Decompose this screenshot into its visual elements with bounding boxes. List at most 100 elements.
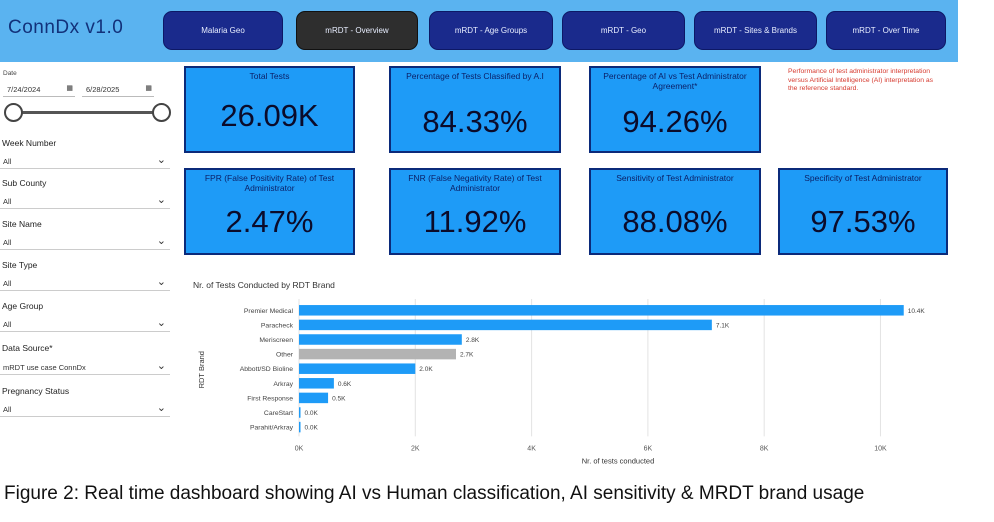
sub-county-dropdown[interactable]: All ⌄ (0, 193, 170, 209)
kpi-title: Sensitivity of Test Administrator (616, 173, 734, 183)
category-label: Other (276, 352, 294, 359)
site-type-label: Site Type (2, 260, 38, 270)
date-start-value: 7/24/2024 (7, 85, 41, 94)
category-label: Paracheck (261, 322, 294, 329)
calendar-icon[interactable]: ▦ (145, 85, 152, 92)
calendar-icon[interactable]: ▦ (66, 85, 73, 92)
nav-button-mrdt-over-time[interactable]: mRDT - Over Time (826, 11, 946, 50)
data-label: 0.0K (305, 410, 319, 417)
data-label: 7.1K (716, 322, 730, 329)
x-tick-label: 6K (644, 445, 653, 452)
kpi-title: Total Tests (249, 71, 290, 81)
kpi-card-fnr: FNR (False Negativity Rate) of Test Admi… (389, 168, 561, 255)
age-group-value: All (3, 320, 12, 329)
x-tick-label: 0K (295, 445, 304, 452)
pregnancy-status-value: All (3, 405, 12, 414)
data-label: 2.8K (466, 337, 480, 344)
data-label: 2.0K (419, 366, 433, 373)
kpi-card-agreement: Percentage of AI vs Test Administrator A… (589, 66, 761, 153)
kpi-card-sensitivity: Sensitivity of Test Administrator 88.08% (589, 168, 761, 255)
kpi-value: 11.92% (423, 204, 527, 239)
bar (299, 363, 416, 374)
category-label: Meriscreen (259, 337, 293, 344)
kpi-card-specificity: Specificity of Test Administrator 97.53% (778, 168, 948, 255)
site-type-dropdown[interactable]: All ⌄ (0, 275, 170, 291)
figure-caption: Figure 2: Real time dashboard showing AI… (4, 483, 865, 504)
site-type-value: All (3, 279, 12, 288)
category-label: Arkray (273, 381, 293, 388)
x-tick-label: 8K (760, 445, 769, 452)
rdt-brand-bar-chart: 0K 2K 4K 6K 8K 10K RDT Brand Nr. of tests condu… (197, 299, 926, 465)
data-label: 0.0K (305, 425, 319, 432)
nav-button-mrdt-geo[interactable]: mRDT - Geo (562, 11, 685, 50)
slider-end-handle[interactable] (152, 103, 171, 122)
pregnancy-status-dropdown[interactable]: All ⌄ (0, 401, 170, 417)
kpi-value: 26.09K (220, 98, 319, 133)
age-group-label: Age Group (2, 301, 44, 311)
kpi-value: 88.08% (622, 204, 728, 239)
bar (299, 392, 329, 404)
chevron-down-icon: ⌄ (156, 276, 166, 288)
bar (299, 407, 301, 418)
data-label: 2.7K (460, 352, 474, 359)
bar (299, 334, 462, 345)
week-number-label: Week Number (2, 138, 57, 148)
header-bar: ConnDx v1.0 Malaria Geo mRDT - Overview … (0, 0, 958, 62)
category-label: Premier Medical (244, 308, 294, 315)
sub-county-label: Sub County (2, 178, 47, 188)
kpi-value: 2.47% (225, 204, 314, 239)
x-tick-label: 10K (874, 445, 887, 452)
category-label: Abbott/SD Bioline (240, 366, 293, 373)
kpi-title: Specificity of Test Administrator (804, 173, 922, 183)
date-filter-label: Date (3, 70, 17, 77)
date-end-value: 6/28/2025 (86, 85, 120, 94)
kpi-title: Percentage of Tests Classified by A.I (406, 71, 544, 81)
pregnancy-status-label: Pregnancy Status (2, 386, 70, 396)
chevron-down-icon: ⌄ (156, 194, 166, 206)
bar (299, 348, 456, 360)
site-name-label: Site Name (2, 219, 42, 229)
chart-title: Nr. of Tests Conducted by RDT Brand (193, 280, 335, 290)
week-number-value: All (3, 157, 12, 166)
data-label: 0.6K (338, 381, 352, 388)
kpi-title: FPR (False Positivity Rate) of Test Admi… (204, 173, 335, 193)
chevron-down-icon: ⌄ (156, 154, 166, 166)
x-tick-label: 2K (411, 445, 420, 452)
date-end-input[interactable]: 6/28/2025 ▦ (82, 84, 154, 97)
category-label: Parahit/Arkray (250, 425, 294, 432)
bar (299, 305, 904, 316)
kpi-value: 97.53% (810, 204, 916, 239)
site-name-dropdown[interactable]: All ⌄ (0, 234, 170, 250)
chevron-down-icon: ⌄ (156, 235, 166, 247)
nav-button-mrdt-age-groups[interactable]: mRDT - Age Groups (429, 11, 553, 50)
site-name-value: All (3, 238, 12, 247)
age-group-dropdown[interactable]: All ⌄ (0, 316, 170, 332)
x-tick-label: 4K (527, 445, 536, 452)
chevron-down-icon: ⌄ (156, 360, 166, 372)
chevron-down-icon: ⌄ (156, 317, 166, 329)
y-axis-title: RDT Brand (197, 351, 206, 388)
data-source-value: mRDT use case ConnDx (3, 363, 86, 372)
chevron-down-icon: ⌄ (156, 402, 166, 414)
kpi-title: FNR (False Negativity Rate) of Test Admi… (408, 173, 542, 193)
kpi-card-fpr: FPR (False Positivity Rate) of Test Admi… (184, 168, 355, 255)
annotation-note: Performance of test administrator interp… (788, 68, 934, 93)
date-range-slider[interactable] (12, 111, 162, 114)
slider-start-handle[interactable] (4, 103, 23, 122)
category-label: First Response (247, 395, 293, 402)
data-source-label: Data Source* (2, 343, 53, 353)
nav-button-malaria-geo[interactable]: Malaria Geo (163, 11, 283, 50)
nav-button-mrdt-overview[interactable]: mRDT - Overview (296, 11, 418, 50)
kpi-value: 84.33% (422, 104, 528, 139)
app-title: ConnDx v1.0 (8, 17, 124, 38)
bar (299, 378, 334, 389)
kpi-title: Percentage of AI vs Test Administrator A… (603, 71, 747, 91)
week-number-dropdown[interactable]: All ⌄ (0, 153, 170, 169)
nav-button-mrdt-sites-brands[interactable]: mRDT - Sites & Brands (694, 11, 817, 50)
bar (299, 319, 712, 331)
x-axis-title: Nr. of tests conducted (582, 456, 655, 465)
data-label: 10.4K (908, 308, 926, 315)
data-source-dropdown[interactable]: mRDT use case ConnDx ⌄ (0, 359, 170, 375)
date-start-input[interactable]: 7/24/2024 ▦ (3, 84, 75, 97)
sub-county-value: All (3, 197, 12, 206)
